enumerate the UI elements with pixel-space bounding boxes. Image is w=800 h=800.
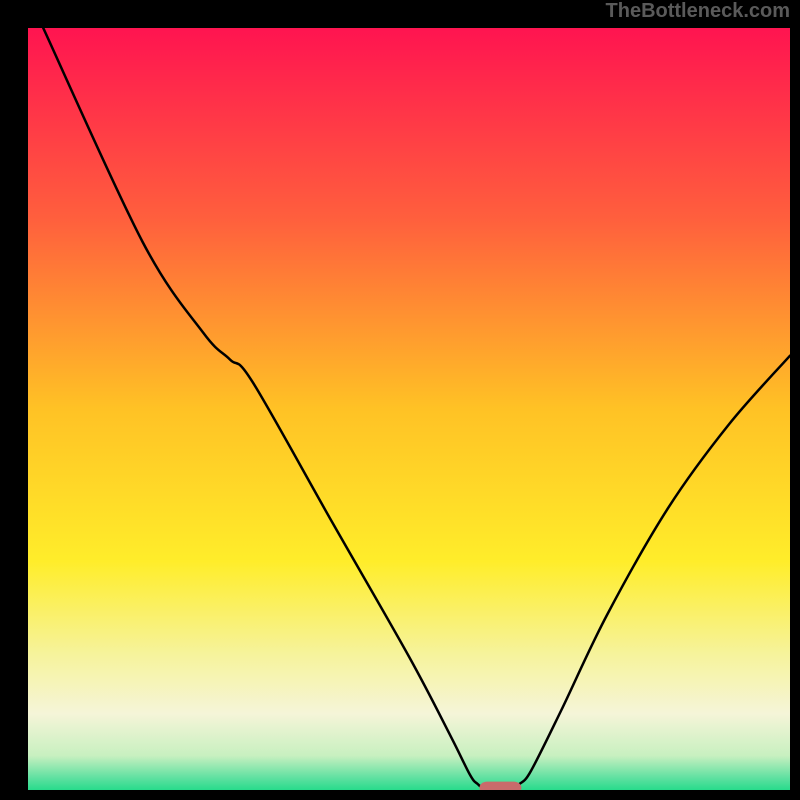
plot-area [28, 28, 790, 790]
optimal-marker [479, 782, 521, 790]
bottleneck-chart: TheBottleneck.com [0, 0, 800, 800]
attribution-text: TheBottleneck.com [606, 0, 790, 23]
plot-svg [28, 28, 790, 790]
gradient-background [28, 28, 790, 790]
